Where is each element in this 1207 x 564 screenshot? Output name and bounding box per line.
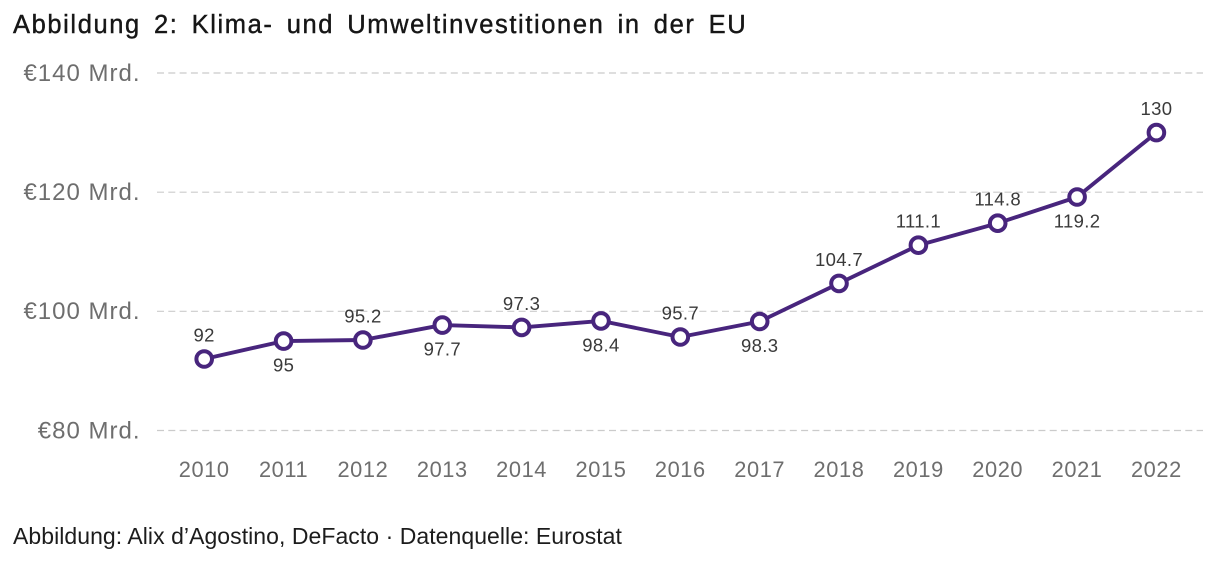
svg-text:€100 Mrd.: €100 Mrd. — [23, 298, 140, 325]
svg-text:€80 Mrd.: €80 Mrd. — [38, 417, 141, 444]
svg-text:95.7: 95.7 — [662, 303, 699, 324]
svg-text:2018: 2018 — [814, 457, 865, 482]
svg-text:€140 Mrd.: €140 Mrd. — [23, 60, 140, 87]
svg-text:114.8: 114.8 — [974, 189, 1021, 210]
svg-text:98.3: 98.3 — [741, 335, 778, 356]
svg-text:2015: 2015 — [576, 457, 627, 482]
svg-text:97.7: 97.7 — [424, 339, 461, 360]
svg-text:2013: 2013 — [417, 457, 468, 482]
svg-text:2010: 2010 — [179, 457, 230, 482]
svg-text:2016: 2016 — [655, 457, 706, 482]
svg-text:2020: 2020 — [972, 457, 1023, 482]
svg-text:2021: 2021 — [1052, 457, 1103, 482]
svg-text:2022: 2022 — [1131, 457, 1182, 482]
svg-text:2019: 2019 — [893, 457, 944, 482]
svg-text:€120 Mrd.: €120 Mrd. — [23, 179, 140, 206]
svg-text:2012: 2012 — [337, 457, 388, 482]
svg-text:2017: 2017 — [734, 457, 785, 482]
svg-text:119.2: 119.2 — [1054, 211, 1101, 232]
svg-text:Abbildung: Alix d’Agostino, De: Abbildung: Alix d’Agostino, DeFacto · Da… — [13, 523, 623, 549]
svg-text:130: 130 — [1140, 98, 1172, 119]
svg-text:95: 95 — [273, 355, 294, 376]
svg-text:95.2: 95.2 — [344, 306, 381, 327]
svg-text:92: 92 — [194, 325, 215, 346]
svg-text:2014: 2014 — [496, 457, 547, 482]
svg-text:97.3: 97.3 — [503, 293, 540, 314]
svg-text:104.7: 104.7 — [815, 249, 863, 270]
svg-text:98.4: 98.4 — [582, 334, 619, 355]
svg-text:111.1: 111.1 — [896, 211, 941, 232]
svg-text:2011: 2011 — [259, 457, 308, 482]
svg-text:Abbildung 2: Klima- und Umwelt: Abbildung 2: Klima- und Umweltinvestitio… — [13, 11, 747, 39]
